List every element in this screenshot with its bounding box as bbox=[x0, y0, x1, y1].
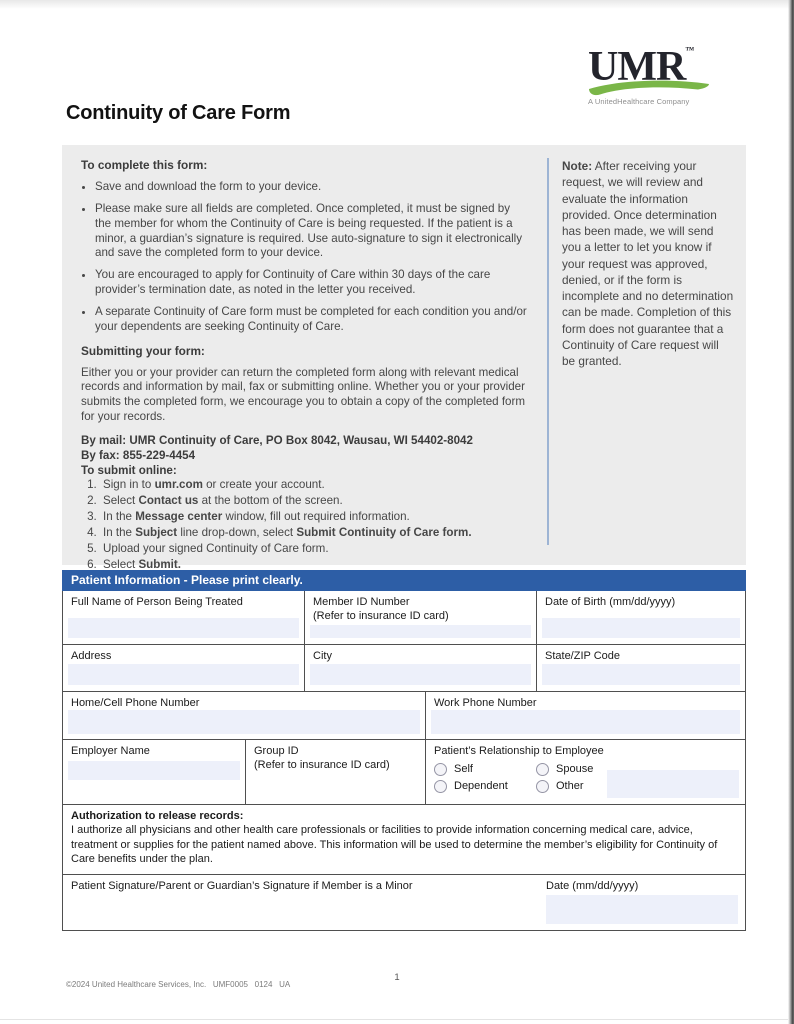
by-mail-line: By mail: UMR Continuity of Care, PO Box … bbox=[81, 433, 473, 447]
footer-copyright: ©2024 United Healthcare Services, Inc. U… bbox=[66, 980, 291, 989]
employer-cell: Employer Name bbox=[63, 740, 246, 804]
by-fax-line: By fax: 855-229-4454 bbox=[81, 448, 196, 462]
signature-date-label: Date (mm/dd/yyyy) bbox=[546, 880, 639, 892]
submitting-form-text: Either you or your provider can return t… bbox=[81, 365, 526, 424]
radio-option-other[interactable]: Other bbox=[536, 779, 737, 793]
instruction-bullet-list: Save and download the form to your devic… bbox=[81, 180, 529, 334]
patient-info-table: Full Name of Person Being Treated Member… bbox=[62, 591, 746, 931]
instruction-bullet: A separate Continuity of Care form must … bbox=[95, 305, 529, 335]
instructions-box: To complete this form: Save and download… bbox=[62, 145, 746, 571]
umr-logo-tagline: A UnitedHealthcare Company bbox=[588, 97, 690, 106]
home-phone-input[interactable] bbox=[68, 710, 420, 734]
instruction-bullet: Please make sure all fields are complete… bbox=[95, 202, 529, 261]
city-input[interactable] bbox=[310, 664, 531, 685]
table-row: Full Name of Person Being Treated Member… bbox=[63, 591, 745, 645]
relationship-options: Self Spouse Dependent Other bbox=[434, 762, 737, 793]
page-bottom-edge bbox=[0, 1019, 788, 1020]
radio-label: Spouse bbox=[556, 763, 594, 776]
employer-input[interactable] bbox=[68, 761, 240, 780]
online-step: Select Contact us at the bottom of the s… bbox=[100, 494, 529, 509]
signature-input[interactable] bbox=[71, 897, 511, 923]
dob-cell: Date of Birth (mm/dd/yyyy) bbox=[537, 591, 745, 644]
online-step: Upload your signed Continuity of Care fo… bbox=[100, 542, 529, 557]
radio-button-icon[interactable] bbox=[434, 779, 447, 793]
radio-label: Dependent bbox=[454, 780, 508, 793]
authorization-heading: Authorization to release records: bbox=[71, 810, 244, 822]
member-id-label: Member ID Number bbox=[313, 596, 410, 608]
full-name-label: Full Name of Person Being Treated bbox=[71, 596, 243, 608]
work-phone-input[interactable] bbox=[431, 710, 740, 734]
radio-label: Other bbox=[556, 780, 584, 793]
group-id-cell: Group ID (Refer to insurance ID card) bbox=[246, 740, 426, 804]
full-name-cell: Full Name of Person Being Treated bbox=[63, 591, 305, 644]
other-specify-input[interactable] bbox=[607, 770, 739, 798]
page-top-shadow bbox=[0, 0, 794, 9]
instruction-bullet: Save and download the form to your devic… bbox=[95, 180, 529, 195]
radio-option-dependent[interactable]: Dependent bbox=[434, 779, 536, 793]
radio-button-icon[interactable] bbox=[434, 762, 447, 776]
authorization-text: I authorize all physicians and other hea… bbox=[71, 824, 718, 866]
address-label: Address bbox=[71, 650, 112, 662]
submitting-form-heading: Submitting your form: bbox=[81, 343, 205, 358]
work-phone-cell: Work Phone Number bbox=[426, 692, 745, 739]
address-cell: Address bbox=[63, 645, 305, 691]
online-step: In the Message center window, fill out r… bbox=[100, 510, 529, 525]
employer-label: Employer Name bbox=[71, 745, 150, 757]
member-id-input[interactable] bbox=[310, 625, 531, 638]
instruction-bullet: You are encouraged to apply for Continui… bbox=[95, 268, 529, 298]
note-panel: Note: After receiving your request, we w… bbox=[562, 159, 734, 369]
table-row: Address City State/ZIP Code bbox=[63, 645, 745, 692]
group-id-note: (Refer to insurance ID card) bbox=[254, 758, 390, 771]
home-phone-label: Home/Cell Phone Number bbox=[71, 697, 200, 709]
city-cell: City bbox=[305, 645, 537, 691]
table-row: Home/Cell Phone Number Work Phone Number bbox=[63, 692, 745, 740]
relationship-label: Patient’s Relationship to Employee bbox=[434, 745, 604, 757]
complete-form-heading: To complete this form: bbox=[81, 158, 208, 172]
full-name-input[interactable] bbox=[68, 618, 299, 638]
note-divider-line bbox=[547, 158, 549, 545]
page-title: Continuity of Care Form bbox=[66, 102, 291, 124]
trademark-symbol: ™ bbox=[685, 45, 694, 55]
state-zip-cell: State/ZIP Code bbox=[537, 645, 745, 691]
state-zip-label: State/ZIP Code bbox=[545, 650, 621, 662]
radio-option-spouse[interactable]: Spouse bbox=[536, 762, 737, 776]
radio-button-icon[interactable] bbox=[536, 762, 549, 776]
signature-date-input[interactable] bbox=[546, 895, 738, 924]
radio-label: Self bbox=[454, 763, 473, 776]
radio-button-icon[interactable] bbox=[536, 779, 549, 793]
member-id-cell: Member ID Number (Refer to insurance ID … bbox=[305, 591, 537, 644]
signature-label: Patient Signature/Parent or Guardian’s S… bbox=[71, 880, 413, 892]
instructions-column: To complete this form: Save and download… bbox=[62, 145, 547, 571]
dob-label: Date of Birth (mm/dd/yyyy) bbox=[545, 596, 676, 608]
relationship-cell: Patient’s Relationship to Employee Self … bbox=[426, 740, 745, 804]
submit-online-heading: To submit online: bbox=[81, 463, 177, 477]
address-input[interactable] bbox=[68, 664, 299, 685]
table-row: Employer Name Group ID (Refer to insuran… bbox=[63, 740, 745, 805]
dob-input[interactable] bbox=[542, 618, 740, 638]
page-right-edge bbox=[788, 0, 794, 1024]
city-label: City bbox=[313, 650, 332, 662]
online-step: Sign in to umr.com or create your accoun… bbox=[100, 478, 529, 493]
radio-option-self[interactable]: Self bbox=[434, 762, 536, 776]
work-phone-label: Work Phone Number bbox=[434, 697, 537, 709]
patient-info-section-header: Patient Information - Please print clear… bbox=[62, 570, 746, 591]
page-number: 1 bbox=[394, 972, 400, 983]
home-phone-cell: Home/Cell Phone Number bbox=[63, 692, 426, 739]
member-id-note: (Refer to insurance ID card) bbox=[313, 609, 449, 622]
online-step: Select Submit. bbox=[100, 558, 529, 573]
umr-logo-text: UMR™ bbox=[588, 44, 694, 90]
online-step: In the Subject line drop-down, select Su… bbox=[100, 526, 529, 541]
table-row: Patient Signature/Parent or Guardian’s S… bbox=[63, 875, 745, 930]
group-id-label: Group ID bbox=[254, 745, 299, 757]
signature-cell: Patient Signature/Parent or Guardian’s S… bbox=[63, 875, 745, 930]
state-zip-input[interactable] bbox=[542, 664, 740, 685]
table-row: Authorization to release records: I auth… bbox=[63, 805, 745, 875]
authorization-cell: Authorization to release records: I auth… bbox=[63, 805, 745, 874]
submit-online-steps: Sign in to umr.com or create your accoun… bbox=[81, 478, 529, 572]
umr-swoosh-icon bbox=[589, 80, 709, 96]
umr-logo: UMR™ A UnitedHealthcare Company bbox=[588, 46, 716, 106]
